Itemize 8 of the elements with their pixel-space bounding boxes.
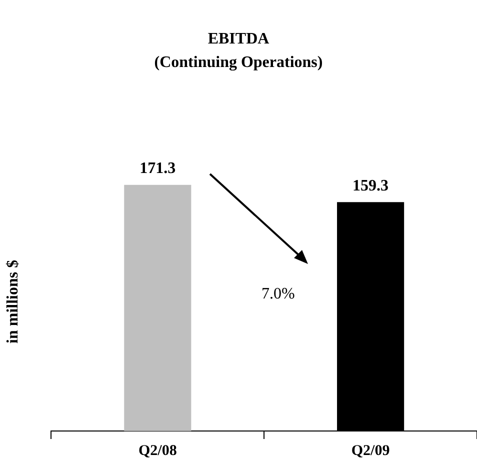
chart-subtitle: (Continuing Operations) xyxy=(154,54,323,71)
y-axis-title: in millions $ xyxy=(4,260,22,344)
data-label: 171.3 xyxy=(140,160,176,178)
x-tick-label: Q2/08 xyxy=(138,442,177,459)
x-tick-label: Q2/09 xyxy=(351,442,390,459)
annotation: 7.0% xyxy=(261,286,295,303)
data-label: 159.3 xyxy=(352,177,389,194)
chart-title: EBITDA xyxy=(208,30,270,48)
